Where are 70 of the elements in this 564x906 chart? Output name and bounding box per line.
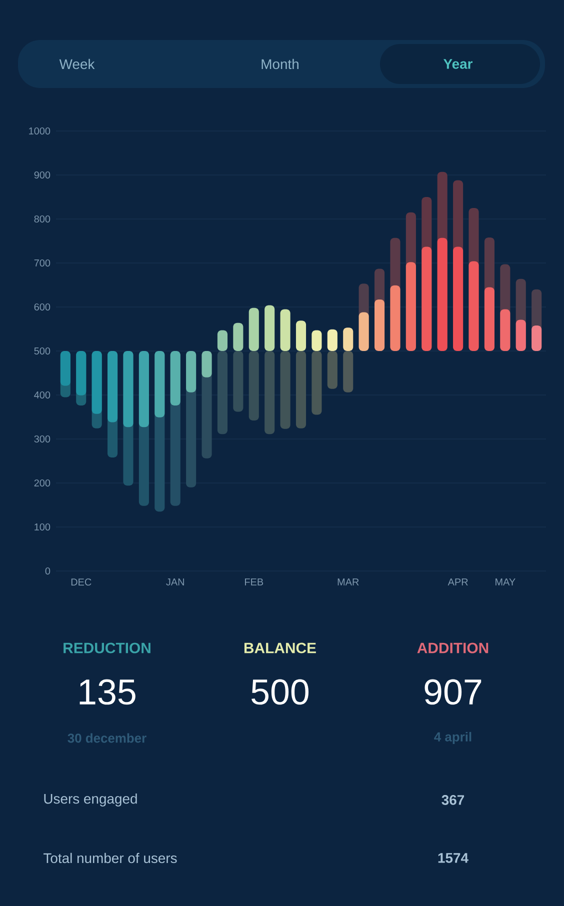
bar <box>312 350 322 415</box>
text: 907 <box>424 679 482 705</box>
bar <box>500 309 510 351</box>
bar <box>233 322 244 351</box>
y-tick-label: 100 <box>34 523 50 531</box>
text: ADDITION <box>417 642 488 654</box>
bar <box>280 350 290 429</box>
y-tick-label: 0 <box>45 567 50 575</box>
text: 4 april <box>434 732 472 744</box>
x-tick-label: APR <box>448 578 468 586</box>
y-tick-label: 500 <box>34 347 50 355</box>
y-tick-label: 200 <box>34 479 50 487</box>
bar <box>60 350 70 386</box>
bar <box>532 325 542 351</box>
y-tick-label: 400 <box>34 391 50 399</box>
x-tick-label: FEB <box>245 578 264 586</box>
bar <box>202 350 212 378</box>
bar <box>248 350 259 421</box>
bar <box>138 350 149 428</box>
bar <box>327 350 338 389</box>
y-tick-label: 800 <box>34 215 50 223</box>
x-tick-label: DEC <box>71 578 92 586</box>
bar <box>264 305 275 351</box>
text: BALANCE <box>244 642 316 654</box>
bar <box>217 350 228 434</box>
bar <box>170 350 180 406</box>
bar <box>468 261 479 351</box>
bar <box>186 350 196 392</box>
text: REDUCTION <box>64 642 150 654</box>
text: 30 december <box>68 733 146 743</box>
text: Month <box>262 58 298 70</box>
text: 135 <box>80 679 136 705</box>
bar <box>343 328 354 351</box>
bar <box>296 350 306 428</box>
bar <box>374 300 385 351</box>
text: 500 <box>252 679 309 705</box>
text: Year <box>443 59 473 69</box>
text: Week <box>59 58 95 70</box>
bar <box>76 350 86 396</box>
bar <box>437 238 448 351</box>
bar <box>248 308 259 351</box>
bar <box>92 350 102 414</box>
bar <box>264 350 275 434</box>
bar <box>154 350 165 418</box>
y-tick-label: 1000 <box>29 127 50 135</box>
bar <box>358 312 369 351</box>
bar <box>123 350 134 428</box>
bar <box>484 287 494 351</box>
bar <box>280 309 290 351</box>
y-tick-label: 300 <box>34 435 50 443</box>
bar <box>327 329 338 351</box>
y-tick-label: 600 <box>34 303 50 311</box>
bar <box>390 285 400 351</box>
bar <box>422 246 432 351</box>
bar <box>516 320 526 351</box>
y-tick-label: 900 <box>34 171 50 179</box>
bar <box>453 246 464 351</box>
bar <box>296 320 306 351</box>
x-tick-label: MAR <box>338 578 359 586</box>
x-tick-label: MAY <box>496 578 516 586</box>
text: 367 <box>442 795 464 805</box>
y-tick-label: 700 <box>34 259 50 267</box>
bar <box>233 350 244 412</box>
x-tick-label: JAN <box>166 578 184 586</box>
bar <box>343 350 354 392</box>
bar <box>406 262 416 351</box>
bar <box>108 350 118 422</box>
text: 1574 <box>438 853 468 863</box>
text: Total number of users <box>44 852 177 864</box>
text: Users engaged <box>44 793 137 806</box>
